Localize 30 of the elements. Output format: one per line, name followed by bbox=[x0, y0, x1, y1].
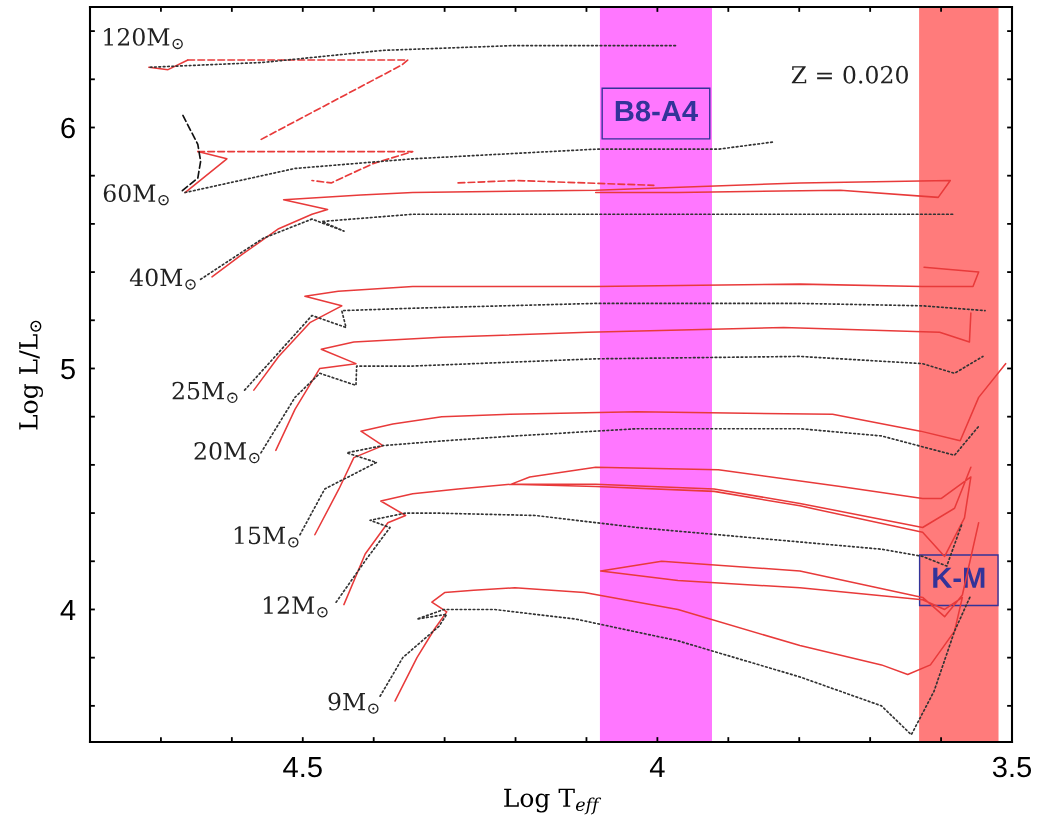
line-series bbox=[379, 594, 972, 736]
line-series bbox=[275, 312, 972, 452]
line-series bbox=[260, 355, 984, 454]
annotation: Z = 0.020 bbox=[791, 65, 908, 84]
series-label: 12M$_{⊙}$ bbox=[263, 596, 328, 618]
x-tick-label: 4 bbox=[649, 756, 665, 778]
band-label: K-M bbox=[933, 567, 985, 588]
line-series bbox=[211, 179, 952, 278]
series-label: 25M$_{⊙}$ bbox=[172, 381, 238, 403]
line-series bbox=[199, 213, 956, 281]
y-tick-label: 5 bbox=[61, 358, 75, 380]
series-label: 9M$_{⊙}$ bbox=[328, 692, 379, 714]
y-tick-label: 4 bbox=[60, 599, 76, 621]
y-tick-label: 6 bbox=[61, 117, 75, 139]
line-series bbox=[184, 141, 775, 194]
band-label: B8-A4 bbox=[615, 100, 698, 122]
line-series bbox=[179, 114, 202, 194]
series-label: 40M$_{⊙}$ bbox=[129, 268, 196, 290]
x-axis-title: Log T$_{eff}$ bbox=[504, 788, 602, 815]
x-tick-label: 4.5 bbox=[283, 756, 322, 778]
x-tick-label: 3.5 bbox=[992, 756, 1032, 778]
series-label: 60M$_{⊙}$ bbox=[103, 184, 169, 206]
line-series bbox=[299, 425, 980, 536]
y-axis-title: Log L/L$_{⊙}$ bbox=[19, 320, 44, 430]
series-label: 20M$_{⊙}$ bbox=[194, 441, 260, 464]
line-series bbox=[314, 362, 1007, 536]
line-series bbox=[253, 266, 980, 391]
line-series bbox=[243, 302, 986, 391]
series-label: 120M$_{⊙}$ bbox=[104, 27, 183, 50]
series-label: 15M$_{⊙}$ bbox=[234, 526, 299, 548]
